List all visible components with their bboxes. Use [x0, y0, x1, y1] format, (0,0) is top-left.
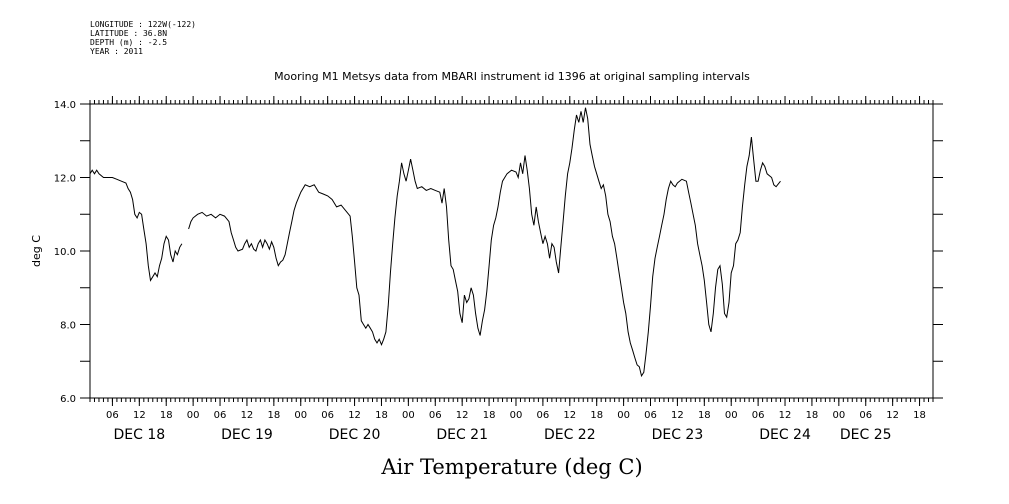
x-tick-label: 00	[402, 410, 415, 421]
day-label: DEC 23	[652, 427, 704, 443]
series-group	[89, 107, 781, 378]
day-label: DEC 22	[544, 427, 596, 443]
x-tick-label: 06	[859, 410, 872, 421]
y-tick-label: 10.0	[54, 247, 76, 258]
longitude-label: LONGITUDE : 122W(-122)	[90, 20, 196, 29]
y-tick-label: 12.0	[54, 174, 76, 185]
x-tick-label: 00	[187, 410, 200, 421]
x-tick-label: 18	[590, 410, 603, 421]
x-tick-label: 06	[429, 410, 442, 421]
chart-title: Mooring M1 Metsys data from MBARI instru…	[274, 70, 750, 83]
y-axis-label: deg C	[30, 235, 43, 267]
day-label: DEC 24	[759, 427, 811, 443]
x-tick-label: 12	[671, 410, 684, 421]
x-tick-label: 06	[644, 410, 657, 421]
x-tick-label: 18	[913, 410, 926, 421]
day-label: DEC 21	[436, 427, 488, 443]
x-tick-label: 12	[348, 410, 361, 421]
day-labels: DEC 18 DEC 19 DEC 20 DEC 21 DEC 22 DEC 23 DEC …	[113, 427, 891, 443]
series-line	[188, 107, 781, 378]
x-tick-label: 00	[617, 410, 630, 421]
series-line	[89, 169, 183, 282]
axis-ticks	[80, 96, 943, 406]
x-tick-label: 06	[106, 410, 119, 421]
x-tick-label: 00	[725, 410, 738, 421]
x-tick-label: 06	[214, 410, 227, 421]
metadata-block: LONGITUDE : 122W(-122) LATITUDE : 36.8N …	[90, 20, 196, 56]
x-tick-label: 18	[483, 410, 496, 421]
x-tick-label: 18	[698, 410, 711, 421]
x-tick-label: 12	[779, 410, 792, 421]
x-tick-label: 12	[133, 410, 146, 421]
day-label: DEC 25	[840, 427, 892, 443]
day-label: DEC 18	[113, 427, 165, 443]
x-tick-label: 18	[806, 410, 819, 421]
x-tick-label: 12	[241, 410, 254, 421]
x-tick-label: 06	[537, 410, 550, 421]
x-tick-label: 00	[510, 410, 523, 421]
x-axis-label: Air Temperature (deg C)	[380, 455, 642, 479]
depth-label: DEPTH (m) : -2.5	[90, 38, 168, 47]
day-label: DEC 19	[221, 427, 273, 443]
x-tick-label: 06	[321, 410, 334, 421]
x-tick-label: 18	[267, 410, 280, 421]
x-tick-label: 18	[160, 410, 173, 421]
plot-frame	[89, 103, 934, 399]
x-tick-labels: 06 12 18 00 06 12 18 00 06 12 18 00 06 12 18 00 06 12 18 00…	[106, 410, 926, 421]
y-tick-label: 8.0	[60, 321, 76, 332]
y-tick-labels: 6.0 8.0 10.0 12.0 14.0	[54, 100, 76, 405]
x-tick-label: 12	[456, 410, 469, 421]
x-tick-label: 06	[752, 410, 765, 421]
y-tick-label: 6.0	[60, 394, 76, 405]
x-tick-label: 18	[375, 410, 388, 421]
latitude-label: LATITUDE : 36.8N	[90, 29, 168, 38]
x-tick-label: 12	[886, 410, 899, 421]
day-label: DEC 20	[329, 427, 381, 443]
x-tick-label: 00	[832, 410, 845, 421]
y-tick-label: 14.0	[54, 100, 76, 111]
x-tick-label: 12	[563, 410, 576, 421]
year-label: YEAR : 2011	[90, 47, 143, 56]
x-tick-label: 00	[294, 410, 307, 421]
